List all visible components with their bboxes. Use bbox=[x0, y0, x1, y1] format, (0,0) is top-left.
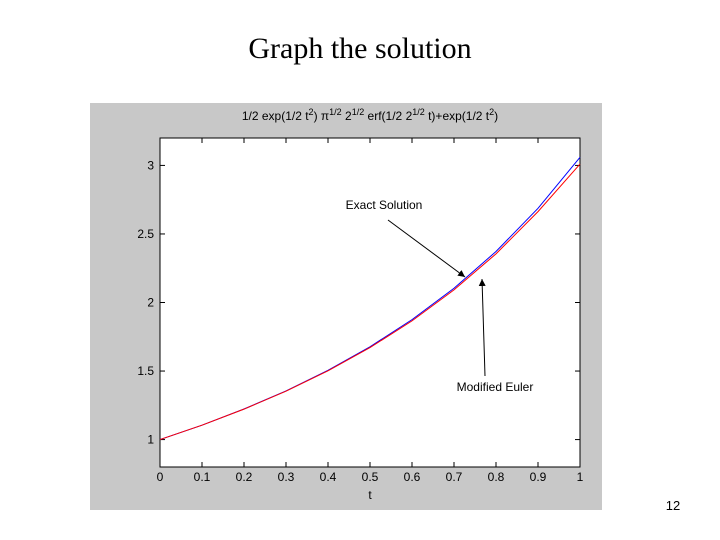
x-tick-label: 1 bbox=[577, 470, 584, 484]
y-tick-label: 1 bbox=[147, 433, 154, 447]
x-tick-label: 0.6 bbox=[404, 470, 421, 484]
title-part: 2 bbox=[342, 109, 352, 123]
page-number: 12 bbox=[666, 498, 680, 513]
y-tick-label: 2 bbox=[147, 296, 154, 310]
x-tick-label: 0.2 bbox=[236, 470, 253, 484]
title-part: 1/2 bbox=[329, 107, 342, 117]
title-part: erf(1/2 2 bbox=[364, 109, 412, 123]
axes-box bbox=[159, 137, 581, 468]
x-tick-label: 0.8 bbox=[488, 470, 505, 484]
title-part: 2 bbox=[309, 107, 314, 117]
title-part: 1/2 bbox=[412, 107, 425, 117]
annotation: Modified Euler bbox=[457, 380, 534, 394]
y-tick-label: 3 bbox=[147, 158, 154, 172]
slide-title: Graph the solution bbox=[248, 32, 471, 65]
y-tick-label: 1.5 bbox=[137, 364, 154, 378]
x-axis-label: t bbox=[368, 488, 372, 502]
x-tick-label: 0.9 bbox=[530, 470, 547, 484]
y-tick-label: 2.5 bbox=[137, 227, 154, 241]
x-tick-label: 0.3 bbox=[278, 470, 295, 484]
annotation-arrow bbox=[478, 278, 486, 377]
title-part: 2 bbox=[489, 107, 494, 117]
title-part: ) π bbox=[314, 109, 330, 123]
x-tick-label: 0 bbox=[157, 470, 164, 484]
title-part: t)+exp(1/2 t bbox=[425, 109, 490, 123]
plot-title: 1/2 exp(1/2 t2) π1/2 21/2 erf(1/2 21/2 t… bbox=[242, 107, 498, 123]
x-tick-label: 0.7 bbox=[446, 470, 463, 484]
series-line bbox=[159, 163, 581, 441]
x-tick-label: 0.1 bbox=[194, 470, 211, 484]
title-part: ) bbox=[494, 109, 498, 123]
x-tick-label: 0.5 bbox=[362, 470, 379, 484]
annotation-arrow bbox=[387, 219, 466, 278]
title-part: 1/2 bbox=[352, 107, 365, 117]
title-part: 1/2 exp(1/2 t bbox=[242, 109, 309, 123]
annotation: Exact Solution bbox=[346, 198, 423, 212]
x-tick-label: 0.4 bbox=[320, 470, 337, 484]
